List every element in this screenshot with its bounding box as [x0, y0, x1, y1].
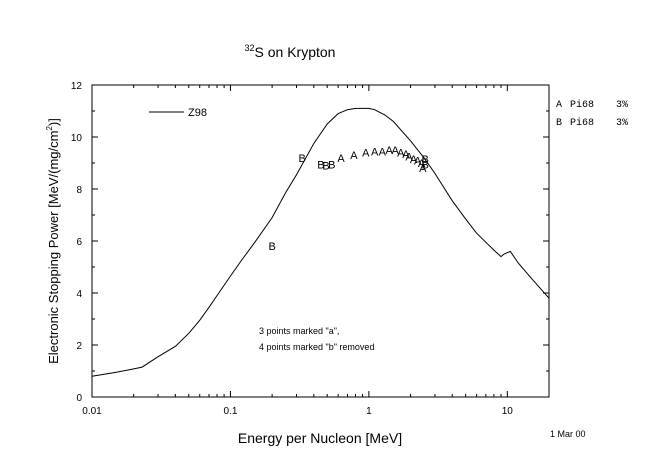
y-axis-label: Electronic Stopping Power [MeV/(mg/cm2)]	[45, 118, 61, 364]
data-point-a: A	[362, 148, 370, 160]
x-tick-label: 1	[366, 406, 372, 417]
title-superscript: 32	[245, 43, 255, 53]
data-point-a: A	[418, 158, 426, 170]
data-point-b: B	[299, 153, 306, 165]
data-point-a: A	[385, 145, 393, 157]
data-point-a: A	[402, 149, 410, 161]
date-stamp: 1 Mar 00	[550, 429, 586, 439]
annotation-line-1: 3 points marked "a",	[259, 326, 339, 336]
legend-entry-b-percent: 3%	[616, 118, 628, 129]
data-point-a: A	[405, 152, 413, 164]
data-point-b: B	[421, 159, 428, 171]
legend-entry-b-marker: B	[556, 118, 562, 129]
data-point-a: A	[414, 155, 422, 167]
data-point-b: B	[328, 159, 335, 171]
title-text: S on Krypton	[255, 44, 336, 60]
data-point-a: A	[419, 163, 427, 175]
annotation-line-2: 4 points marked "b" removed	[259, 342, 374, 352]
chart-title: 32S on Krypton	[245, 43, 336, 60]
data-point-b: B	[317, 159, 324, 171]
data-point-b: B	[322, 161, 329, 173]
x-axis-label: Energy per Nucleon [MeV]	[238, 430, 402, 446]
data-point-a: A	[350, 150, 358, 162]
y-tick-label: 8	[76, 185, 82, 196]
y-axis-label-end: )]	[46, 118, 61, 126]
y-tick-label: 0	[76, 393, 82, 404]
y-tick-label: 2	[76, 341, 82, 352]
y-tick-label: 6	[76, 237, 82, 248]
x-tick-label: 10	[502, 406, 514, 417]
x-axis-tick-labels: 0.01 0.1 1 10	[82, 406, 513, 417]
legend-entry-a-text: Pi68	[570, 99, 594, 111]
legend-entry-b-text: Pi68	[570, 117, 594, 129]
y-tick-label: 10	[71, 133, 83, 144]
data-point-a: A	[371, 146, 379, 158]
legend-line-label: Z98	[188, 107, 207, 119]
y-axis-tick-labels: 0 2 4 6 8 10 12	[71, 81, 83, 404]
z98-curve	[91, 107, 550, 377]
data-point-a: A	[397, 148, 405, 160]
y-tick-label: 12	[71, 81, 83, 92]
data-point-a: A	[337, 153, 345, 165]
data-point-a: A	[392, 145, 400, 157]
legend-entry-a-marker: A	[556, 100, 562, 111]
data-point-b: B	[421, 154, 428, 166]
legend-entry-a-percent: 3%	[616, 100, 628, 111]
y-axis-ticks	[92, 84, 549, 398]
y-axis-label-main: Electronic Stopping Power [MeV/(mg/cm	[46, 131, 61, 364]
right-legend: A Pi68 3% B Pi68 3%	[556, 99, 628, 129]
y-tick-label: 4	[76, 289, 82, 300]
data-point-a: A	[410, 154, 418, 166]
x-tick-label: 0.1	[223, 406, 237, 417]
x-tick-label: 0.01	[82, 406, 102, 417]
x-axis-ticks	[91, 85, 550, 397]
y-axis-label-sup: 2	[45, 126, 54, 131]
data-point-b: B	[268, 241, 275, 253]
data-point-a: A	[379, 146, 387, 158]
